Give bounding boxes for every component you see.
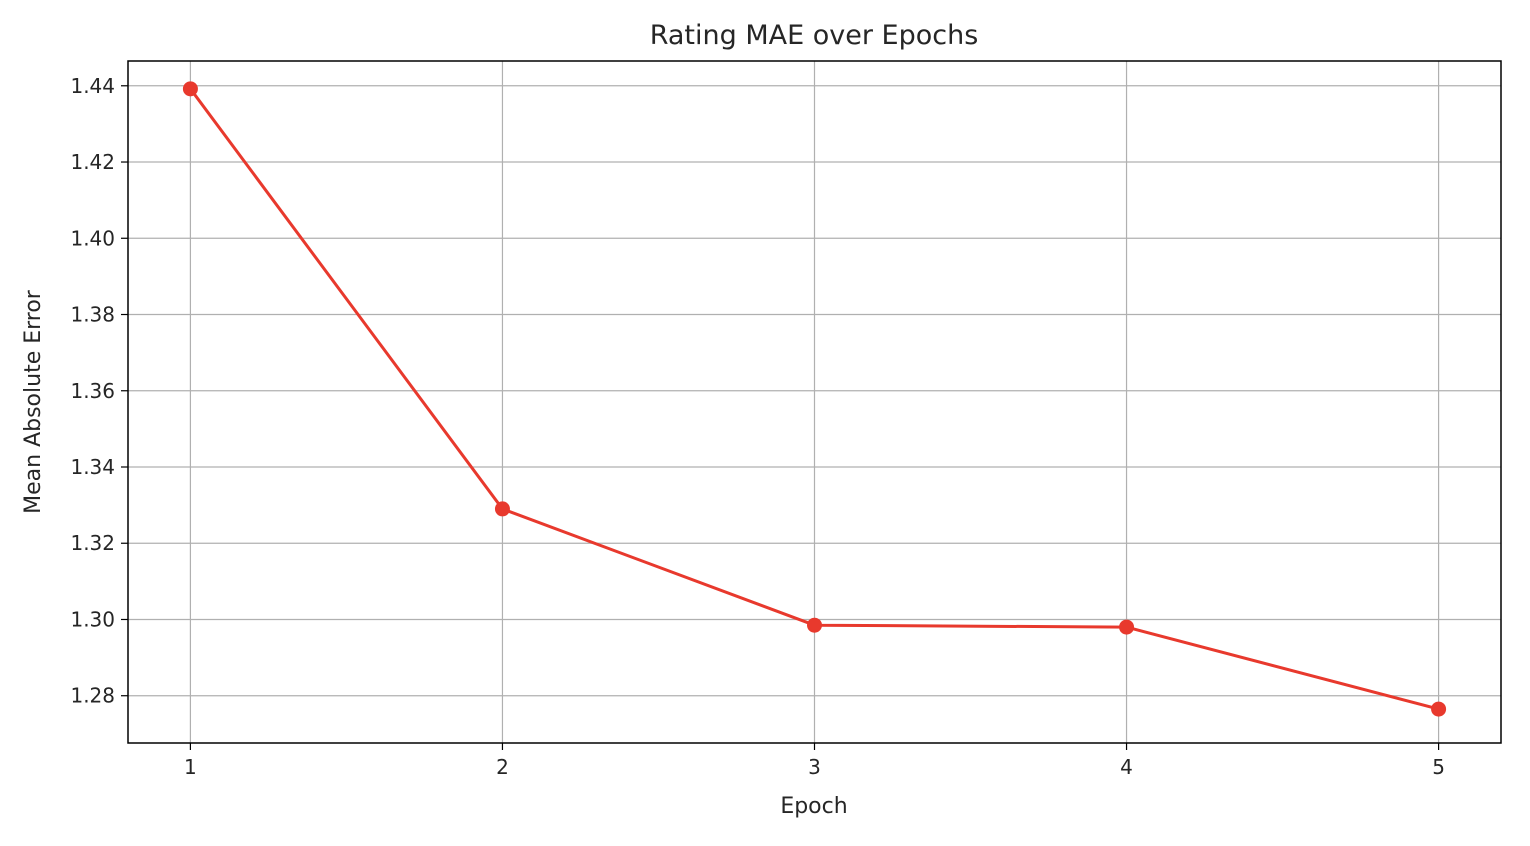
y-tick-label: 1.38 bbox=[70, 303, 115, 327]
data-point bbox=[182, 81, 198, 97]
series-layer bbox=[182, 81, 1447, 717]
y-tick-label: 1.28 bbox=[70, 684, 115, 708]
y-tick-label: 1.42 bbox=[70, 150, 115, 174]
y-tick-label: 1.36 bbox=[70, 379, 115, 403]
x-tick-label: 4 bbox=[1120, 755, 1133, 779]
ticks: 1 2 3 4 5 1.28 1.30 1.32 1.34 1.36 1.38 1.40 1.42 1.4… bbox=[70, 74, 1444, 779]
data-point bbox=[1431, 701, 1447, 717]
y-tick-label: 1.40 bbox=[70, 226, 115, 250]
data-point bbox=[807, 617, 822, 633]
y-tick-label: 1.44 bbox=[70, 74, 115, 98]
y-axis-label: Mean Absolute Error bbox=[21, 289, 46, 514]
x-tick-label: 5 bbox=[1432, 755, 1445, 779]
data-point bbox=[1119, 619, 1135, 635]
data-point bbox=[494, 501, 510, 517]
y-tick-label: 1.32 bbox=[70, 531, 115, 555]
x-tick-label: 3 bbox=[808, 755, 821, 779]
y-tick-label: 1.34 bbox=[70, 455, 115, 479]
x-tick-label: 1 bbox=[184, 755, 197, 779]
x-axis-label: Epoch bbox=[780, 794, 847, 819]
grid bbox=[128, 61, 1501, 743]
x-tick-label: 2 bbox=[496, 755, 509, 779]
chart-title: Rating MAE over Epochs bbox=[650, 20, 979, 51]
y-tick-label: 1.30 bbox=[70, 607, 115, 631]
